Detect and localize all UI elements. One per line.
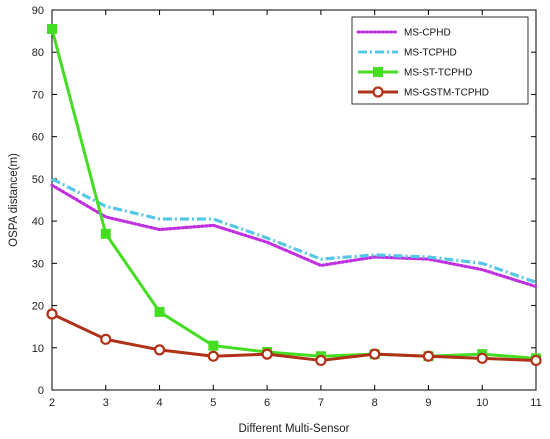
legend: MS-CPHD MS-TCPHD MS-ST-TCPHD MS-GSTM-TCPHD xyxy=(351,16,529,105)
data-point-ms-gstm-tcphd xyxy=(46,308,58,320)
data-point-ms-gstm-tcphd xyxy=(153,344,166,356)
data-point-ms-gstm-tcphd xyxy=(530,354,542,367)
series-line-ms-gstm-tcphd xyxy=(51,312,537,362)
data-point-ms-gstm-tcphd xyxy=(476,352,488,364)
series-line-ms-st-tcphd xyxy=(50,28,537,360)
x-tick-label: 9 xyxy=(425,397,431,409)
x-tick-label: 6 xyxy=(264,397,270,409)
y-tick-label: 60 xyxy=(32,132,44,144)
series-line-ms-tcphd xyxy=(51,177,537,284)
y-tick-label: 90 xyxy=(32,5,44,17)
legend-label: MS-TCPHD xyxy=(404,48,457,59)
x-tick-label: 10 xyxy=(476,397,488,409)
legend-label: MS-GSTM-TCPHD xyxy=(404,88,489,99)
y-tick-label: 80 xyxy=(32,47,44,59)
y-tick-label: 10 xyxy=(32,343,44,355)
x-tick-label: 11 xyxy=(530,397,541,409)
series-line-ms-cphd xyxy=(50,183,538,289)
x-tick-label: 8 xyxy=(372,397,378,409)
data-point-ms-st-tcphd xyxy=(47,24,57,34)
data-point-ms-gstm-tcphd xyxy=(100,333,112,345)
y-axis-ticks: 0 10 20 30 40 50 60 70 80 90 xyxy=(32,5,536,397)
legend-marker-ms-st-tcphd xyxy=(373,67,383,77)
y-axis-label: OSPA distance(m) xyxy=(8,153,20,247)
series-lines xyxy=(50,28,538,362)
data-point-ms-gstm-tcphd xyxy=(207,350,219,362)
x-axis-label: Different Multi-Sensor xyxy=(239,423,350,435)
data-point-ms-st-tcphd xyxy=(208,340,219,351)
y-tick-label: 0 xyxy=(38,385,44,397)
data-point-ms-gstm-tcphd xyxy=(369,348,381,360)
x-tick-label: 3 xyxy=(103,397,109,409)
legend-label: MS-ST-TCPHD xyxy=(404,68,472,79)
data-point-ms-st-tcphd xyxy=(154,306,165,317)
series-markers xyxy=(46,24,542,367)
x-tick-label: 2 xyxy=(49,397,55,409)
y-tick-label: 70 xyxy=(32,89,44,101)
x-tick-label: 4 xyxy=(156,397,162,409)
x-tick-label: 7 xyxy=(318,397,324,409)
x-axis-ticks: 2 3 4 5 6 7 8 9 10 11 xyxy=(49,10,542,409)
y-tick-label: 40 xyxy=(32,216,44,228)
y-tick-label: 20 xyxy=(32,301,44,313)
data-point-ms-gstm-tcphd xyxy=(315,354,327,367)
legend-label: MS-CPHD xyxy=(404,28,451,39)
data-point-ms-st-tcphd xyxy=(100,228,111,239)
y-tick-label: 30 xyxy=(32,258,44,270)
y-tick-label: 50 xyxy=(32,174,44,186)
legend-marker-ms-gstm-tcphd xyxy=(372,86,384,98)
data-point-ms-gstm-tcphd xyxy=(422,350,435,362)
data-point-ms-gstm-tcphd xyxy=(261,348,273,360)
x-tick-label: 5 xyxy=(210,397,216,409)
